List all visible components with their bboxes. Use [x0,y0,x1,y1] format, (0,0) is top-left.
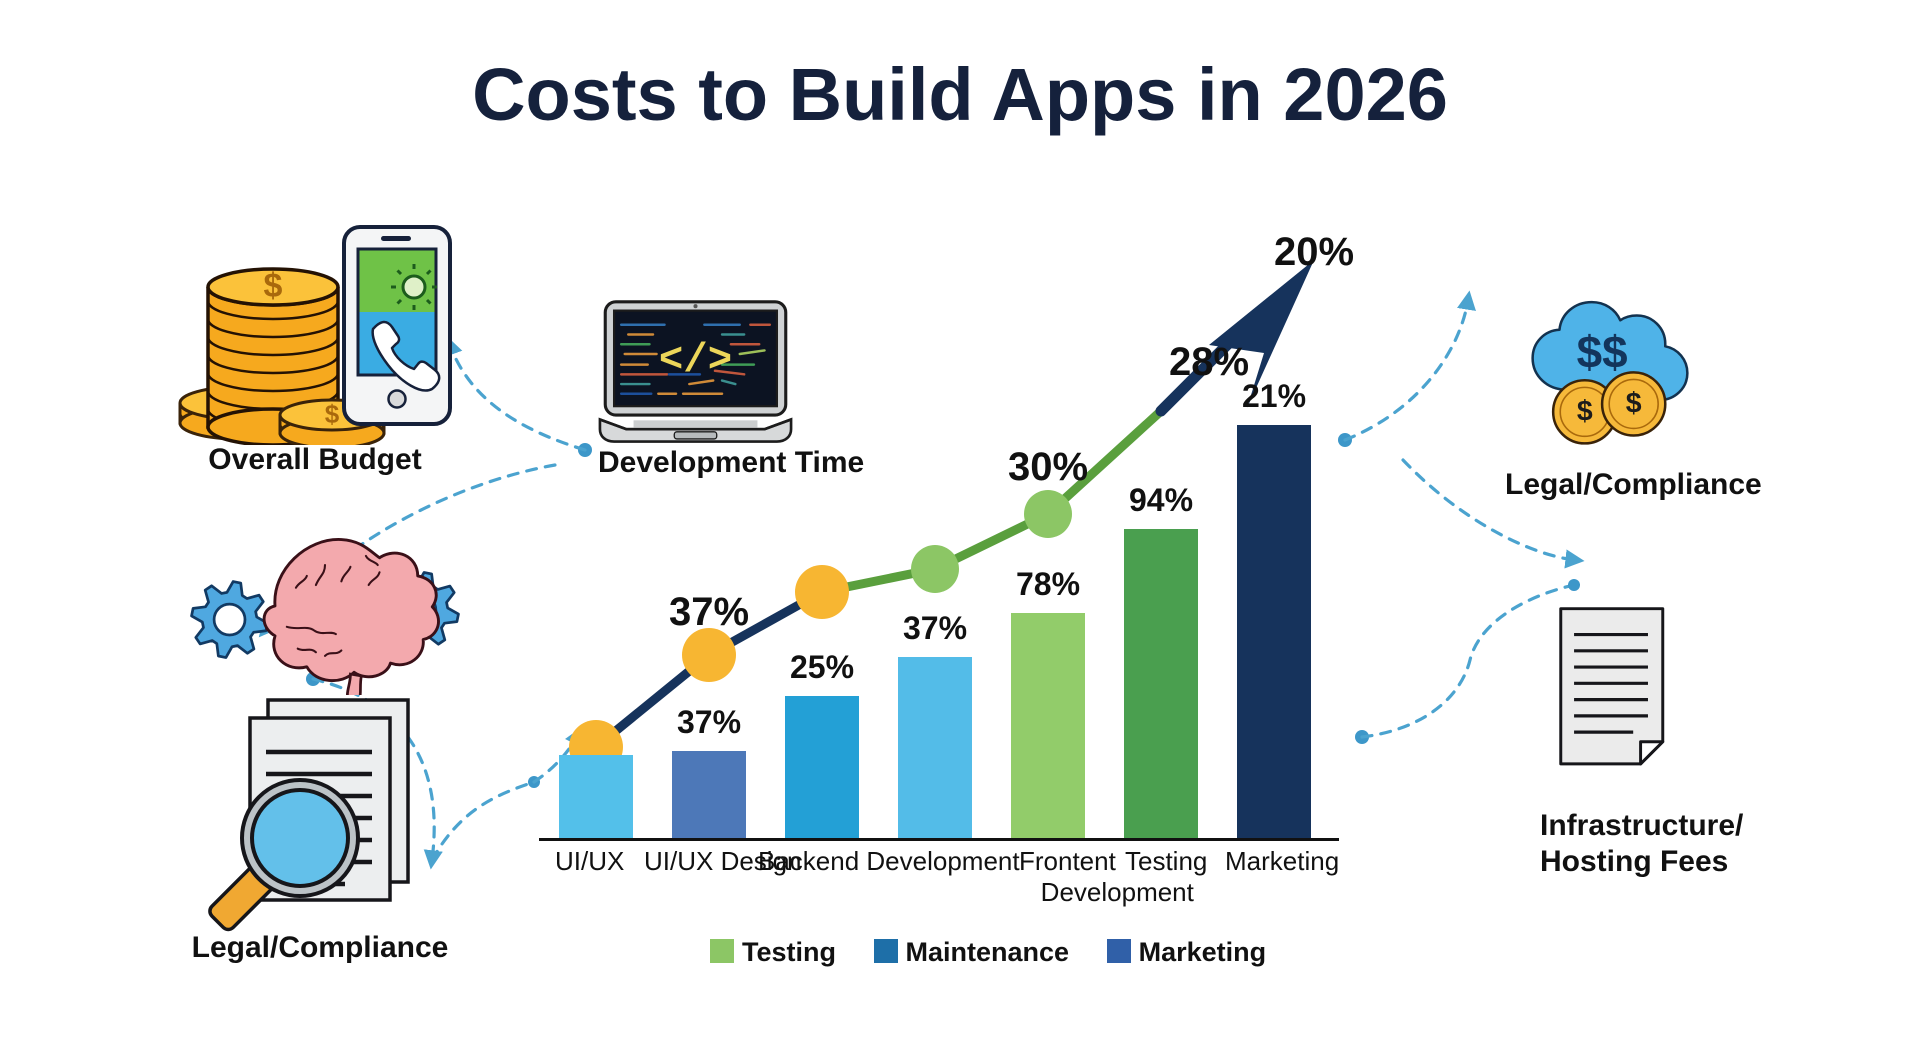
svg-text:</>: </> [659,338,732,384]
svg-text:$: $ [1626,388,1642,420]
svg-text:$: $ [325,399,340,429]
svg-text:$: $ [1577,396,1593,428]
svg-text:$: $ [264,267,283,305]
svg-text:$$: $$ [1577,327,1628,378]
svg-text:20%: 20% [1274,230,1354,274]
